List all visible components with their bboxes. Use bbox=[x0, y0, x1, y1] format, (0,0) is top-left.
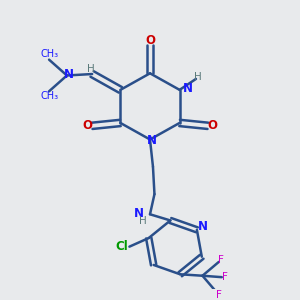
Text: N: N bbox=[197, 220, 208, 233]
Text: Cl: Cl bbox=[115, 240, 128, 253]
Text: O: O bbox=[145, 34, 155, 47]
Text: CH₃: CH₃ bbox=[40, 50, 58, 59]
Text: N: N bbox=[63, 68, 74, 81]
Text: CH₃: CH₃ bbox=[40, 92, 58, 101]
Text: O: O bbox=[207, 119, 217, 132]
Text: N: N bbox=[146, 134, 157, 147]
Text: H: H bbox=[139, 216, 146, 226]
Text: H: H bbox=[87, 64, 95, 74]
Text: O: O bbox=[83, 119, 93, 132]
Text: F: F bbox=[216, 290, 222, 300]
Text: N: N bbox=[183, 82, 193, 95]
Text: H: H bbox=[194, 72, 202, 82]
Text: F: F bbox=[222, 272, 228, 282]
Text: F: F bbox=[218, 255, 224, 265]
Text: N: N bbox=[134, 207, 144, 220]
